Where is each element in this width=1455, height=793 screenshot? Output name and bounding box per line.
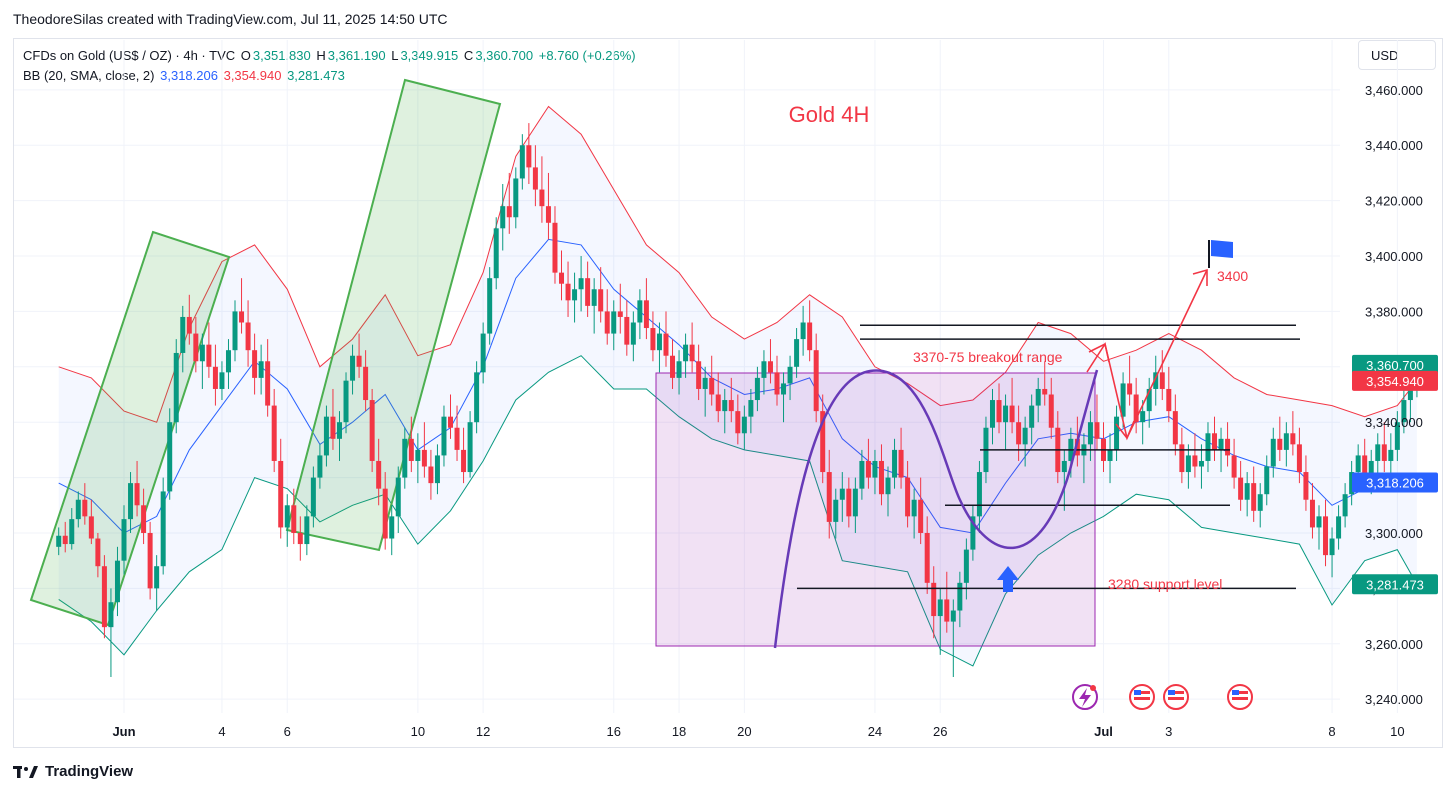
tradingview-logo-icon <box>13 765 38 778</box>
open-value: 3,351.830 <box>252 48 311 63</box>
ohlc-legend-row: CFDs on Gold (US$ / OZ) · 4h · TVC O 3,35… <box>23 46 638 66</box>
close-value: 3,360.700 <box>475 48 534 63</box>
chart-credit: TheodoreSilas created with TradingView.c… <box>13 11 448 27</box>
footer-brand[interactable]: TradingView <box>13 763 133 780</box>
low-label: L <box>391 48 399 63</box>
chart-frame[interactable] <box>13 38 1443 748</box>
close-label: C <box>463 48 474 63</box>
symbol-label[interactable]: CFDs on Gold (US$ / OZ) · 4h · TVC <box>23 48 236 63</box>
high-label: H <box>316 48 326 63</box>
bb-upper-value: 3,354.940 <box>223 68 282 83</box>
bb-lower-value: 3,281.473 <box>287 68 345 83</box>
chart-legend: CFDs on Gold (US$ / OZ) · 4h · TVC O 3,35… <box>23 46 638 86</box>
bb-legend-row: BB (20, SMA, close, 2) 3,318.206 3,354.9… <box>23 66 638 86</box>
open-label: O <box>240 48 251 63</box>
footer-brand-label: TradingView <box>45 763 134 780</box>
low-value: 3,349.915 <box>400 48 459 63</box>
bb-basis-value: 3,318.206 <box>160 68 218 83</box>
currency-button[interactable]: USD <box>1358 40 1436 70</box>
change-value: +8.760 (+0.26%) <box>538 48 636 63</box>
high-value: 3,361.190 <box>327 48 386 63</box>
bb-label[interactable]: BB (20, SMA, close, 2) <box>23 68 155 83</box>
